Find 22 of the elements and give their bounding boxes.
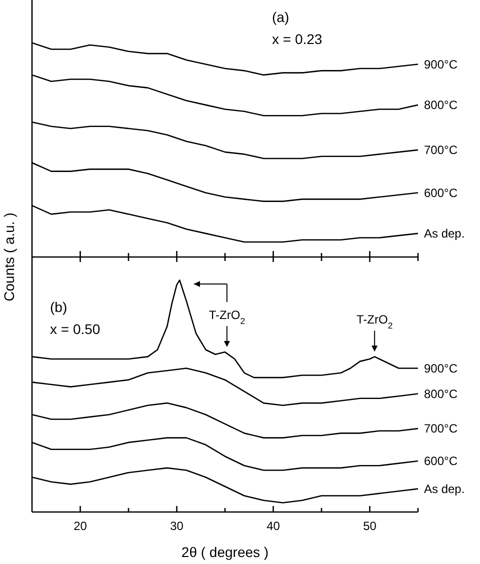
x-tick-label: 20 [74,519,88,533]
series-label: 600°C [424,454,458,468]
annotation: x = 0.23 [272,31,322,47]
annotation: T-ZrO$_{2}$ [208,308,246,326]
x-tick-label: 30 [170,519,184,533]
series-label: 800°C [424,386,458,401]
series-label: As dep. [424,482,465,496]
annotation: T-ZrO$_{2}$ [356,312,393,331]
series-label: 700°C [424,422,458,436]
series-label: 800°C [424,98,458,112]
x-tick-label: 40 [266,519,280,533]
annotation: (b) [50,299,68,315]
x-tick-label: 50 [363,519,377,533]
text: (a) [272,9,290,25]
series-label: 900°C [424,57,458,72]
series-label: 700°C [424,142,458,157]
x-axis-title: 2θ ( degrees ) [181,544,269,560]
series-label: 900°C [424,361,458,376]
y-axis-title: Counts ( a.u. ) [1,212,17,302]
series-label: As dep. [424,226,465,240]
annotation: x = 0.50 [50,321,100,337]
series-label: 600°C [424,186,458,200]
